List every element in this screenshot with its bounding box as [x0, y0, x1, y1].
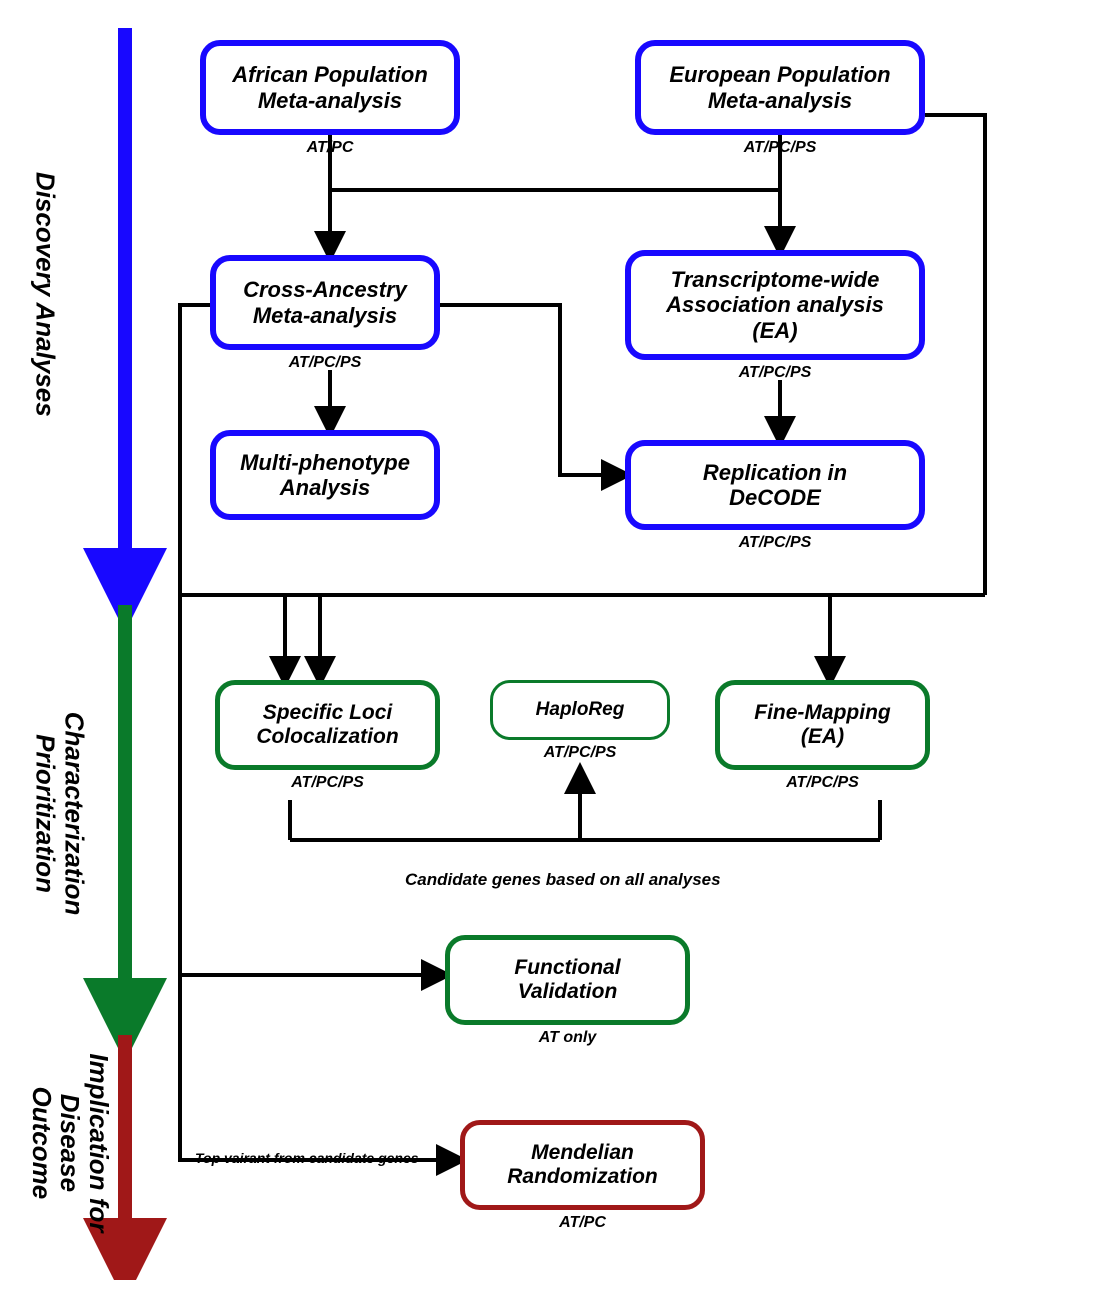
node-label: Replication inDeCODE [703, 460, 847, 511]
node-mr: MendelianRandomization [460, 1120, 705, 1210]
node-label: Multi-phenotypeAnalysis [240, 450, 410, 501]
node-sublabel-african: AT/PC [270, 139, 390, 157]
node-label: Transcriptome-wideAssociation analysis(E… [666, 267, 884, 343]
phase-label-implication: Implication forDiseaseOutcome [27, 993, 113, 1293]
node-sublabel-haploreg: AT/PC/PS [520, 744, 640, 762]
diagram-canvas [0, 0, 1110, 1280]
node-multiphen: Multi-phenotypeAnalysis [210, 430, 440, 520]
node-finemap: Fine-Mapping(EA) [715, 680, 930, 770]
node-twas: Transcriptome-wideAssociation analysis(E… [625, 250, 925, 360]
edge-3 [925, 115, 985, 595]
node-sublabel-crossanc: AT/PC/PS [265, 354, 385, 372]
node-label: African PopulationMeta-analysis [232, 62, 428, 113]
node-coloc: Specific LociColocalization [215, 680, 440, 770]
edge-label-1: Top vairant from candidate genes [195, 1150, 419, 1166]
phase-label-discovery: Discovery Analyses [31, 144, 60, 444]
node-label: Fine-Mapping(EA) [754, 701, 890, 749]
edge-6 [440, 305, 625, 475]
node-haploreg: HaploReg [490, 680, 670, 740]
node-crossanc: Cross-AncestryMeta-analysis [210, 255, 440, 350]
node-label: MendelianRandomization [507, 1141, 658, 1189]
edge-0 [330, 135, 780, 190]
node-sublabel-coloc: AT/PC/PS [268, 774, 388, 792]
node-european: European PopulationMeta-analysis [635, 40, 925, 135]
node-sublabel-funcval: AT only [508, 1029, 628, 1047]
node-label: Specific LociColocalization [256, 701, 398, 749]
node-sublabel-european: AT/PC/PS [720, 139, 840, 157]
node-label: European PopulationMeta-analysis [669, 62, 890, 113]
node-sublabel-replication: AT/PC/PS [715, 534, 835, 552]
node-replication: Replication inDeCODE [625, 440, 925, 530]
node-african: African PopulationMeta-analysis [200, 40, 460, 135]
node-label: HaploReg [536, 699, 625, 721]
phase-label-characterization: CharacterizationPrioritization [31, 664, 88, 964]
node-label: FunctionalValidation [514, 956, 620, 1004]
node-sublabel-mr: AT/PC [523, 1214, 643, 1232]
node-sublabel-twas: AT/PC/PS [715, 364, 835, 382]
node-sublabel-finemap: AT/PC/PS [763, 774, 883, 792]
node-funcval: FunctionalValidation [445, 935, 690, 1025]
edge-label-0: Candidate genes based on all analyses [405, 870, 721, 890]
node-label: Cross-AncestryMeta-analysis [243, 277, 407, 328]
